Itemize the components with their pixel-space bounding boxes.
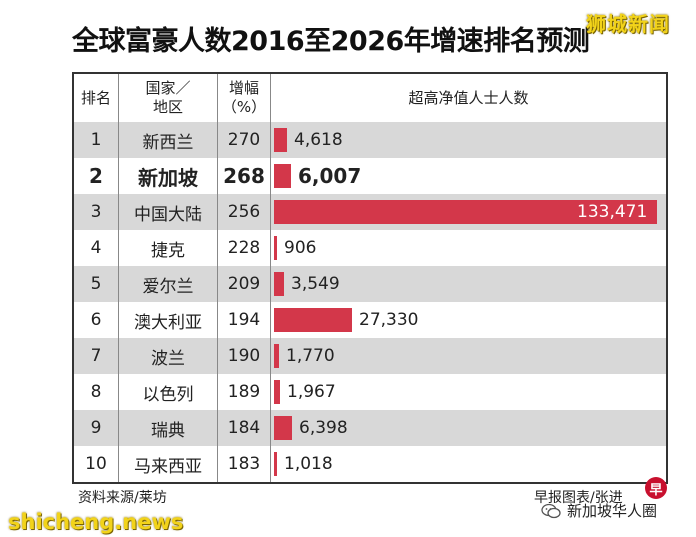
rank-cell: 10	[85, 454, 107, 474]
header-growth: 增幅 （%）	[221, 79, 267, 116]
table-header: 排名 国家／ 地区 增幅 （%） 超高净值人士人数	[74, 74, 666, 122]
country-cell: 新西兰	[142, 132, 194, 153]
bar	[274, 164, 291, 188]
wechat-account-name: 新加坡华人圈	[567, 502, 658, 520]
country-cell: 捷克	[151, 240, 185, 261]
table-row: 9 瑞典 184 6,398	[74, 410, 666, 446]
rank-cell: 8	[90, 382, 102, 402]
growth-cell: 184	[227, 418, 261, 438]
bar-value-label: 6,007	[298, 164, 362, 188]
source-note: 资料来源/莱坊	[78, 490, 167, 506]
rank-cell: 1	[90, 130, 102, 150]
bar-value-label: 3,549	[291, 274, 340, 294]
bar-value-label: 906	[284, 238, 317, 258]
header-rank: 排名	[80, 88, 111, 107]
country-cell: 以色列	[142, 384, 194, 405]
bar-value-label: 4,618	[294, 130, 343, 150]
growth-cell: 209	[227, 274, 261, 294]
header-country: 国家／ 地区	[145, 79, 191, 116]
wechat-badge: 新加坡华人圈	[541, 500, 657, 521]
bar-value-label: 1,967	[287, 382, 336, 402]
rank-cell: 3	[90, 202, 102, 222]
table-row: 6 澳大利亚 194 27,330	[74, 302, 666, 338]
rank-cell: 4	[90, 238, 102, 258]
rank-cell: 2	[89, 164, 103, 188]
country-cell: 爱尔兰	[142, 276, 194, 297]
rank-cell: 5	[90, 274, 102, 294]
bar-value-label: 27,330	[359, 310, 419, 330]
bar-value-label: 6,398	[299, 418, 348, 438]
bar	[274, 380, 280, 404]
table-row: 1 新西兰 270 4,618	[74, 122, 666, 158]
column-divider	[270, 74, 271, 482]
bar	[274, 308, 352, 332]
growth-cell: 270	[227, 130, 261, 150]
table-row: 2 新加坡 268 6,007	[74, 158, 666, 194]
watermark-bottom: shicheng.news	[8, 510, 184, 534]
rank-cell: 7	[90, 346, 102, 366]
bar	[274, 272, 284, 296]
header-count: 超高净值人士人数	[408, 88, 529, 107]
table-row: 8 以色列 189 1,967	[74, 374, 666, 410]
logo-char: 早	[649, 482, 663, 498]
column-divider	[217, 74, 218, 482]
bar-value-label: 1,770	[286, 346, 335, 366]
wechat-icon	[541, 503, 561, 519]
bar	[274, 344, 279, 368]
growth-cell: 256	[227, 202, 261, 222]
bar	[274, 200, 657, 224]
watermark-top: 狮城新闻	[586, 12, 670, 36]
bar-value-label: 133,471	[577, 202, 648, 222]
country-cell: 马来西亚	[134, 456, 202, 477]
growth-cell: 190	[227, 346, 261, 366]
bar	[274, 236, 277, 260]
rank-cell: 9	[90, 418, 102, 438]
chart-title: 全球富豪人数2016至2026年增速排名预测	[72, 26, 590, 57]
table-row: 4 捷克 228 906	[74, 230, 666, 266]
bar	[274, 452, 277, 476]
country-cell: 瑞典	[151, 420, 185, 441]
credit-note: 早报图表/张进	[534, 490, 623, 506]
growth-cell: 194	[227, 310, 261, 330]
table-row: 7 波兰 190 1,770	[74, 338, 666, 374]
growth-cell: 183	[227, 454, 261, 474]
table-row: 10 马来西亚 183 1,018	[74, 446, 666, 482]
bar	[274, 416, 292, 440]
country-cell: 新加坡	[138, 165, 198, 190]
country-cell: 波兰	[151, 348, 185, 369]
table-row: 3 中国大陆 256 133,471	[74, 194, 666, 230]
ranking-table: 排名 国家／ 地区 增幅 （%） 超高净值人士人数 1 新西兰 270 4,618 2 新…	[72, 72, 668, 484]
country-cell: 中国大陆	[134, 204, 202, 225]
growth-cell: 228	[227, 238, 261, 258]
zaobao-logo-icon: 早	[645, 477, 667, 499]
growth-cell: 268	[223, 164, 265, 188]
rank-cell: 6	[90, 310, 102, 330]
bar	[274, 128, 287, 152]
bar-value-label: 1,018	[284, 454, 333, 474]
table-row: 5 爱尔兰 209 3,549	[74, 266, 666, 302]
growth-cell: 189	[227, 382, 261, 402]
column-divider	[118, 74, 119, 482]
country-cell: 澳大利亚	[134, 312, 202, 333]
